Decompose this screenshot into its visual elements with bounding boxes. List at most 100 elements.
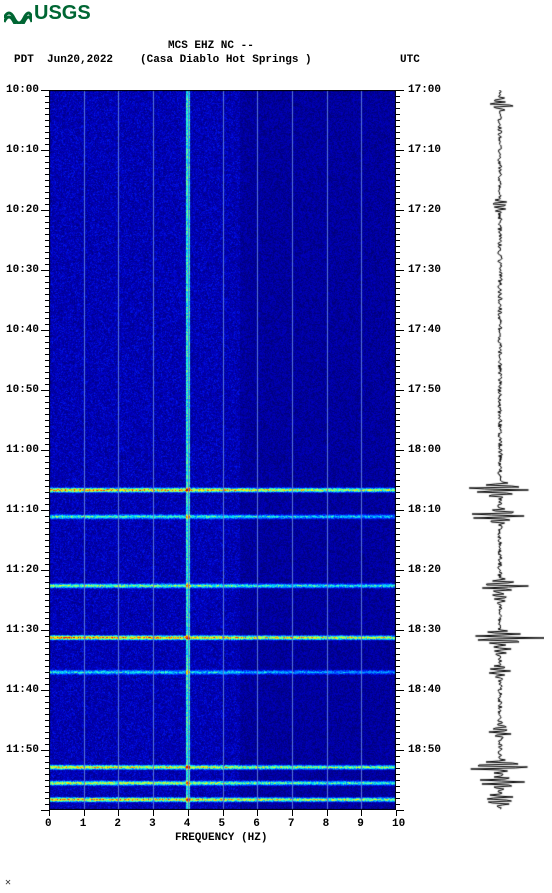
y-tick-mark-left (41, 210, 49, 211)
y-minor-tick-right (396, 696, 400, 697)
y-tick-label-left: 11:10 (6, 504, 39, 516)
y-tick-mark-left (41, 810, 49, 811)
y-minor-tick-left (45, 222, 49, 223)
y-minor-tick-left (45, 300, 49, 301)
y-tick-label-left: 10:00 (6, 84, 39, 96)
y-minor-tick-right (396, 636, 400, 637)
y-tick-mark-right (396, 810, 404, 811)
y-minor-tick-left (45, 624, 49, 625)
y-minor-tick-right (396, 252, 400, 253)
y-minor-tick-right (396, 372, 400, 373)
y-minor-tick-left (45, 708, 49, 709)
seismogram-panel (456, 90, 544, 810)
x-tick-label: 8 (323, 818, 330, 830)
y-minor-tick-left (45, 180, 49, 181)
y-minor-tick-left (45, 774, 49, 775)
y-minor-tick-left (45, 414, 49, 415)
y-tick-mark-left (41, 270, 49, 271)
y-minor-tick-right (396, 414, 400, 415)
x-tick-mark (49, 810, 50, 816)
y-minor-tick-left (45, 162, 49, 163)
y-minor-tick-left (45, 552, 49, 553)
y-minor-tick-right (396, 624, 400, 625)
y-minor-tick-left (45, 492, 49, 493)
seismogram-canvas (456, 90, 544, 810)
y-minor-tick-right (396, 528, 400, 529)
y-tick-label-right: 17:20 (408, 204, 441, 216)
y-minor-tick-left (45, 582, 49, 583)
y-minor-tick-left (45, 462, 49, 463)
y-tick-label-left: 11:30 (6, 624, 39, 636)
y-minor-tick-right (396, 156, 400, 157)
y-minor-tick-right (396, 318, 400, 319)
y-minor-tick-left (45, 666, 49, 667)
y-minor-tick-left (45, 498, 49, 499)
spectrogram-canvas (49, 90, 396, 810)
y-tick-label-right: 18:50 (408, 744, 441, 756)
y-minor-tick-right (396, 756, 400, 757)
y-minor-tick-right (396, 132, 400, 133)
y-minor-tick-left (45, 534, 49, 535)
y-minor-tick-right (396, 768, 400, 769)
y-minor-tick-right (396, 486, 400, 487)
y-minor-tick-left (45, 654, 49, 655)
y-minor-tick-left (45, 228, 49, 229)
y-tick-label-left: 10:30 (6, 264, 39, 276)
left-tz: PDT (14, 54, 34, 66)
y-minor-tick-left (45, 756, 49, 757)
y-minor-tick-left (45, 522, 49, 523)
y-minor-tick-right (396, 780, 400, 781)
y-minor-tick-left (45, 516, 49, 517)
y-minor-tick-right (396, 108, 400, 109)
y-tick-mark-left (41, 630, 49, 631)
y-tick-mark-right (396, 690, 404, 691)
y-minor-tick-right (396, 804, 400, 805)
y-minor-tick-right (396, 702, 400, 703)
y-tick-mark-left (41, 90, 49, 91)
y-minor-tick-left (45, 672, 49, 673)
y-minor-tick-right (396, 588, 400, 589)
y-minor-tick-right (396, 606, 400, 607)
date: Jun20,2022 (47, 54, 113, 66)
y-minor-tick-left (45, 486, 49, 487)
y-minor-tick-right (396, 294, 400, 295)
y-minor-tick-left (45, 120, 49, 121)
usgs-logo: USGS (4, 2, 91, 25)
y-minor-tick-right (396, 648, 400, 649)
y-tick-mark-right (396, 570, 404, 571)
y-tick-mark-right (396, 630, 404, 631)
usgs-wave-icon (4, 4, 32, 24)
y-minor-tick-right (396, 180, 400, 181)
y-minor-tick-left (45, 138, 49, 139)
y-tick-label-right: 17:00 (408, 84, 441, 96)
y-minor-tick-left (45, 144, 49, 145)
y-minor-tick-left (45, 660, 49, 661)
y-tick-label-right: 17:10 (408, 144, 441, 156)
y-minor-tick-right (396, 708, 400, 709)
y-tick-label-left: 11:40 (6, 684, 39, 696)
y-minor-tick-left (45, 744, 49, 745)
y-minor-tick-left (45, 282, 49, 283)
y-minor-tick-left (45, 342, 49, 343)
y-minor-tick-right (396, 660, 400, 661)
y-minor-tick-right (396, 462, 400, 463)
y-minor-tick-right (396, 258, 400, 259)
y-tick-label-right: 17:50 (408, 384, 441, 396)
y-tick-mark-left (41, 570, 49, 571)
x-tick-label: 10 (392, 818, 405, 830)
y-tick-label-left: 11:00 (6, 444, 39, 456)
y-minor-tick-left (45, 132, 49, 133)
y-minor-tick-right (396, 792, 400, 793)
y-tick-label-right: 18:30 (408, 624, 441, 636)
y-minor-tick-left (45, 432, 49, 433)
y-minor-tick-right (396, 366, 400, 367)
y-minor-tick-left (45, 738, 49, 739)
y-minor-tick-right (396, 594, 400, 595)
y-minor-tick-right (396, 300, 400, 301)
usgs-logo-text: USGS (34, 2, 91, 25)
y-minor-tick-right (396, 438, 400, 439)
y-minor-tick-right (396, 102, 400, 103)
x-tick-label: 1 (80, 818, 87, 830)
y-tick-label-right: 17:40 (408, 324, 441, 336)
y-tick-mark-right (396, 510, 404, 511)
